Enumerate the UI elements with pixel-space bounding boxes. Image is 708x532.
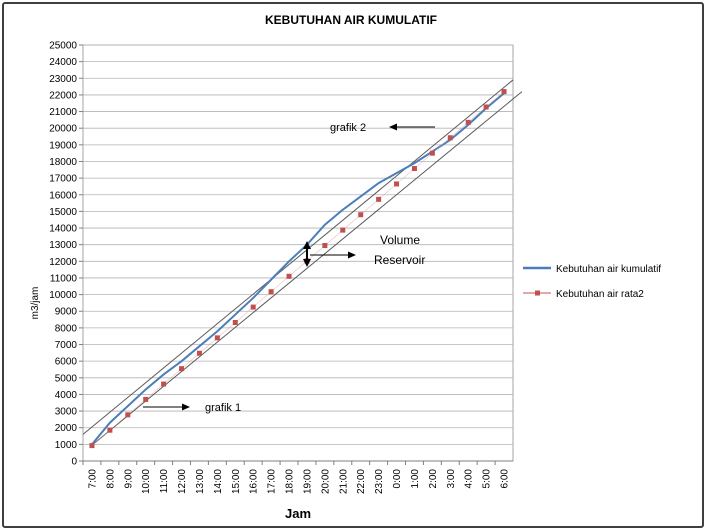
annotations-layer: grafik 2 grafik 1 Volume Reservoir	[143, 122, 435, 414]
volume-pointer-head	[348, 251, 356, 259]
data-point-rata2	[214, 335, 220, 341]
data-point-rata2	[322, 243, 328, 249]
y-tick-label: 22000	[49, 90, 77, 101]
y-tick-label: 8000	[55, 323, 78, 334]
x-tick-label: 9:00	[123, 469, 134, 489]
upper-tangent-line	[82, 79, 514, 435]
y-tick-label: 9000	[55, 307, 78, 318]
grafik-2-arrow-head	[389, 123, 397, 131]
x-tick-label: 23:00	[374, 469, 385, 494]
data-point-rata2	[268, 289, 274, 295]
data-point-rata2	[196, 350, 202, 356]
x-tick-label: 6:00	[500, 469, 511, 489]
x-tick-label: 19:00	[302, 469, 313, 494]
y-tick-label: 12000	[49, 257, 77, 268]
data-point-rata2	[411, 166, 417, 172]
data-point-rata2	[161, 381, 167, 387]
x-tick-label: 21:00	[338, 469, 349, 494]
data-point-rata2	[89, 443, 95, 449]
x-tick-label: 10:00	[141, 469, 152, 494]
x-tick-label: 22:00	[356, 469, 367, 494]
data-point-rata2	[376, 196, 382, 202]
x-tick-label: 4:00	[464, 469, 475, 489]
series-line-rata2	[91, 91, 505, 446]
x-tick-label: 11:00	[159, 469, 170, 494]
x-tick-label: 2:00	[428, 469, 439, 489]
y-tick-label: 3000	[55, 407, 78, 418]
data-point-rata2	[429, 150, 435, 156]
y-tick-label: 6000	[55, 357, 78, 368]
y-tick-label: 18000	[49, 157, 77, 168]
y-tick-label: 25000	[49, 41, 77, 52]
y-tick-label: 7000	[55, 340, 78, 351]
legend-label-kumulatif: Kebutuhan air kumulatif	[556, 264, 661, 275]
gridlines	[79, 44, 513, 465]
x-tick-label: 15:00	[231, 469, 242, 494]
y-axis-tick-labels: 0 1000 2000 3000 4000 5000 6000 7000 8000 9000 100…	[49, 41, 77, 468]
data-point-rata2	[340, 227, 346, 233]
data-point-rata2	[394, 181, 400, 187]
x-tick-label: 14:00	[213, 469, 224, 494]
data-point-rata2	[465, 119, 471, 125]
y-tick-label: 5000	[55, 373, 78, 384]
x-axis-label: Jam	[285, 506, 311, 521]
data-point-rata2	[232, 319, 238, 325]
y-tick-label: 21000	[49, 107, 77, 118]
y-tick-label: 10000	[49, 290, 77, 301]
series-layer	[89, 89, 507, 449]
y-tick-label: 15000	[49, 207, 77, 218]
y-tick-label: 1000	[55, 440, 78, 451]
x-tick-label: 18:00	[285, 469, 296, 494]
x-tick-label: 12:00	[177, 469, 188, 494]
x-tick-label: 13:00	[195, 469, 206, 494]
y-axis-label: m3/jam	[30, 287, 41, 320]
y-tick-label: 17000	[49, 174, 77, 185]
x-tick-label: 16:00	[249, 469, 260, 494]
annotation-grafik-1: grafik 1	[205, 402, 241, 414]
chart-title: KEBUTUHAN AIR KUMULATIF	[265, 13, 437, 27]
annotation-volume: Volume	[380, 233, 420, 247]
grafik-1-arrow-head	[182, 403, 190, 411]
legend: Kebutuhan air kumulatif Kebutuhan air ra…	[523, 264, 661, 300]
annotation-grafik-2: grafik 2	[330, 122, 366, 134]
data-point-rata2	[107, 427, 113, 433]
volume-arrow-head-up	[303, 241, 311, 249]
x-tick-label: 20:00	[320, 469, 331, 494]
data-point-rata2	[250, 304, 256, 310]
y-tick-label: 23000	[49, 74, 77, 85]
y-tick-label: 13000	[49, 240, 77, 251]
y-tick-label: 2000	[55, 423, 78, 434]
volume-arrow-head-down	[303, 259, 311, 267]
y-tick-label: 4000	[55, 390, 78, 401]
annotation-reservoir: Reservoir	[374, 253, 425, 267]
x-tick-label: 3:00	[446, 469, 457, 489]
y-tick-label: 11000	[50, 273, 78, 284]
data-point-rata2	[179, 366, 185, 372]
y-tick-label: 0	[71, 457, 77, 468]
y-tick-label: 19000	[49, 140, 77, 151]
legend-label-rata2: Kebutuhan air rata2	[556, 289, 644, 300]
data-point-rata2	[125, 412, 131, 418]
x-tick-label: 0:00	[392, 469, 403, 489]
x-tick-label: 17:00	[267, 469, 278, 494]
y-tick-label: 24000	[49, 57, 77, 68]
x-tick-label: 8:00	[105, 469, 116, 489]
data-point-rata2	[483, 104, 489, 110]
y-tick-label: 16000	[49, 190, 77, 201]
data-point-rata2	[501, 89, 507, 95]
x-axis-tick-labels: 7:00 8:00 9:00 10:00 11:00 12:00 13:00 14:00 15:…	[87, 469, 510, 494]
series-line-kumulatif	[91, 92, 505, 445]
y-tick-label: 14000	[49, 224, 77, 235]
x-tick-label: 7:00	[87, 469, 98, 489]
x-tick-label: 5:00	[482, 469, 493, 489]
data-point-rata2	[447, 135, 453, 141]
data-point-rata2	[286, 273, 292, 279]
data-point-rata2	[143, 396, 149, 402]
data-point-rata2	[358, 212, 364, 218]
x-tick-label: 1:00	[410, 469, 421, 489]
y-tick-label: 20000	[49, 124, 77, 135]
legend-marker-rata2	[535, 290, 540, 296]
